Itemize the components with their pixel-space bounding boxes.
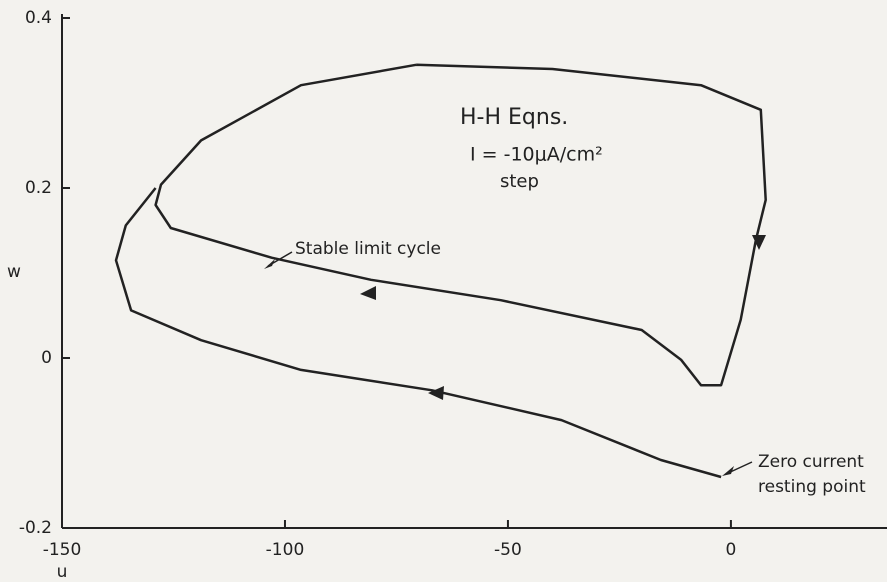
x-tick-label: -50 [494,540,522,560]
annotation: step [500,171,539,192]
trajectory [154,63,767,387]
y-tick-label: -0.2 [19,518,52,538]
annotation: Zero current [758,452,864,472]
annotation: H-H Eqns. [460,105,568,130]
annotation: Stable limit cycle [295,239,441,259]
y-tick-label: 0.4 [25,8,52,28]
pointer-head [264,259,275,269]
y-tick-label: 0 [41,348,52,368]
pointer-head [722,466,734,476]
y-axis-label: w [7,262,21,282]
x-tick-label: 0 [726,540,737,560]
annotation: resting point [758,477,866,497]
direction-arrow [360,286,376,300]
annotation: I = -10μA/cm² [470,144,603,166]
y-tick-label: 0.2 [25,178,52,198]
x-axis-label: u [57,562,68,582]
x-tick-label: -100 [266,540,305,560]
direction-arrow [428,386,444,400]
x-tick-label: -150 [43,540,82,560]
trajectory [114,187,722,479]
